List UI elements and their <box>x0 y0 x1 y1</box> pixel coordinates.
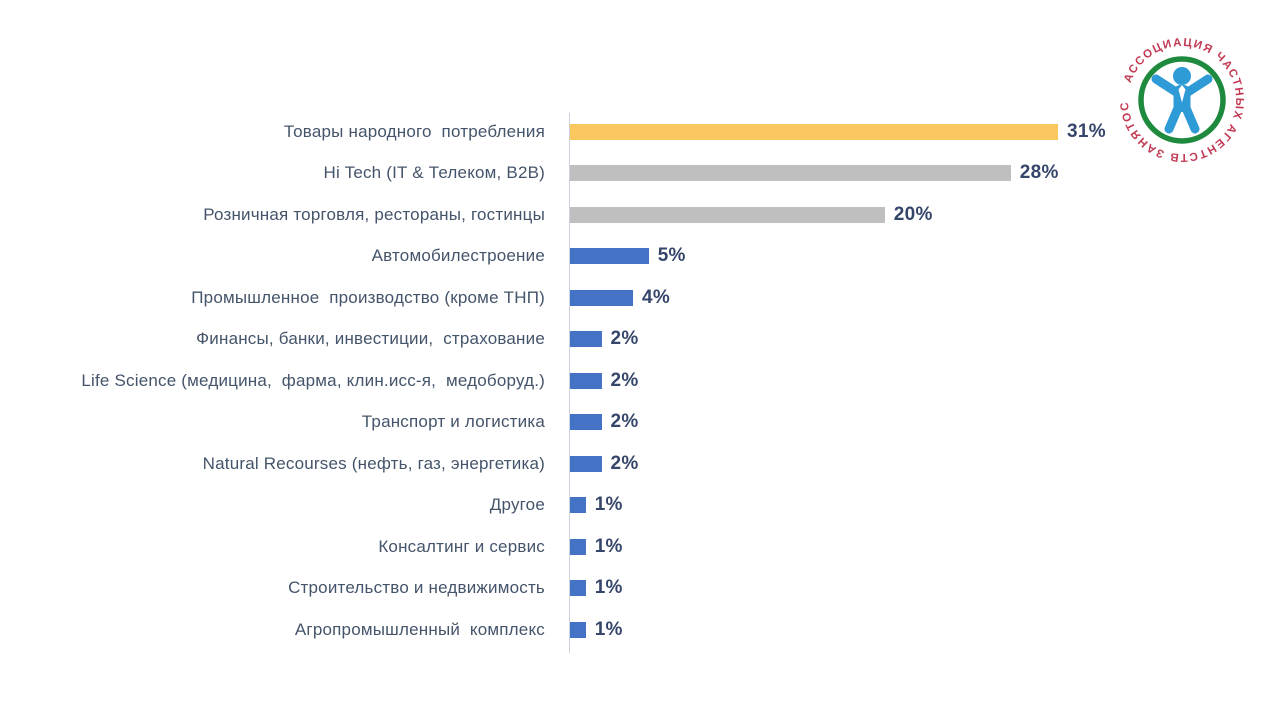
value-label: 4% <box>642 286 671 308</box>
value-label: 1% <box>594 535 623 557</box>
category-label: Life Science (медицина, фарма, клин.исс-… <box>81 370 545 390</box>
category-label: Консалтинг и сервис <box>378 536 545 556</box>
axis-line <box>569 113 570 653</box>
bar <box>570 538 586 555</box>
person-icon <box>1151 67 1213 134</box>
value-label: 1% <box>594 494 623 516</box>
bar <box>570 414 602 431</box>
value-label: 2% <box>610 452 639 474</box>
bar-cell: 28% <box>570 162 1059 184</box>
value-label: 1% <box>594 577 623 599</box>
bar-row: Hi Tech (IT & Телеком, B2B) 28% <box>0 153 1280 195</box>
bar-cell: 2% <box>570 411 639 433</box>
bar-chart: Товары народного потребления 31% Hi Tech (… <box>0 111 1280 651</box>
category-label: Natural Recourses (нефть, газ, энергетик… <box>202 453 545 473</box>
bar-cell: 2% <box>570 328 639 350</box>
bar <box>570 165 1011 182</box>
value-label: 2% <box>610 411 639 433</box>
bar-cell: 1% <box>570 536 623 558</box>
bar <box>570 580 586 597</box>
bar-row: Промышленное производство (кроме ТНП) 4% <box>0 277 1280 319</box>
value-label: 2% <box>610 328 639 350</box>
value-label: 31% <box>1067 120 1106 142</box>
bar <box>570 206 885 223</box>
value-label: 1% <box>594 618 623 640</box>
bar-row: Строительство и недвижимость 1% <box>0 568 1280 610</box>
bar <box>570 248 649 265</box>
bar-row: Розничная торговля, рестораны, гостинцы 2… <box>0 194 1280 236</box>
value-label: 28% <box>1019 162 1059 184</box>
bar-rows: Товары народного потребления 31% Hi Tech (… <box>0 111 1280 651</box>
bar-cell: 2% <box>570 370 639 392</box>
bar-row: Финансы, банки, инвестиции, страхование 2… <box>0 319 1280 361</box>
category-label: Автомобилестроение <box>371 246 545 266</box>
bar <box>570 123 1058 140</box>
bar-cell: 4% <box>570 287 670 309</box>
bar-cell: 5% <box>570 245 686 267</box>
category-label: Другое <box>489 495 545 515</box>
category-label: Hi Tech (IT & Телеком, B2B) <box>323 163 545 183</box>
bar-cell: 1% <box>570 577 623 599</box>
bar-cell: 31% <box>570 121 1106 143</box>
bar-row: Агропромышленный комплекс 1% <box>0 609 1280 651</box>
bar-row: Natural Recourses (нефть, газ, энергетик… <box>0 443 1280 485</box>
bar-row: Товары народного потребления 31% <box>0 111 1280 153</box>
bar <box>570 621 586 638</box>
bar <box>570 455 602 472</box>
bar-row: Life Science (медицина, фарма, клин.исс-… <box>0 360 1280 402</box>
bar-row: Консалтинг и сервис 1% <box>0 526 1280 568</box>
category-label: Агропромышленный комплекс <box>294 619 545 639</box>
bar-row: Автомобилестроение 5% <box>0 236 1280 278</box>
bar-cell: 1% <box>570 494 623 516</box>
bar-cell: 1% <box>570 619 623 641</box>
bar-row: Другое 1% <box>0 485 1280 527</box>
bar <box>570 331 602 348</box>
category-label: Финансы, банки, инвестиции, страхование <box>196 329 545 349</box>
category-label: Промышленное производство (кроме ТНП) <box>191 287 545 307</box>
bar-row: Транспорт и логистика 2% <box>0 402 1280 444</box>
category-label: Транспорт и логистика <box>361 412 545 432</box>
category-label: Розничная торговля, рестораны, гостинцы <box>203 204 545 224</box>
bar <box>570 372 602 389</box>
category-label: Строительство и недвижимость <box>288 578 545 598</box>
bar <box>570 497 586 514</box>
bar <box>570 289 633 306</box>
category-label: Товары народного потребления <box>283 121 545 141</box>
value-label: 5% <box>657 245 686 267</box>
bar-cell: 2% <box>570 453 639 475</box>
achaz-logo: АССОЦИАЦИЯ ЧАСТНЫХ АГЕНТСТВ ЗАНЯТОСТИ <box>1118 36 1244 163</box>
bar-cell: 20% <box>570 204 933 226</box>
value-label: 20% <box>893 203 933 225</box>
value-label: 2% <box>610 369 639 391</box>
